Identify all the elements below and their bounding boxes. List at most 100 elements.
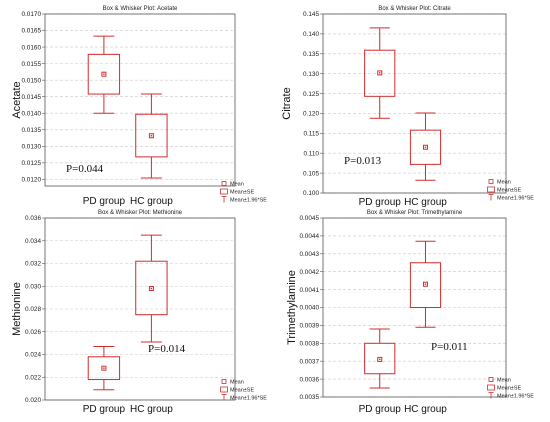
x-category-label: PD group [83, 404, 126, 415]
y-tick-label: 0.020 [25, 397, 41, 404]
y-tick-label: 0.0145 [21, 94, 41, 101]
y-tick-label: 0.0155 [21, 61, 41, 68]
x-category-label: PD group [83, 196, 126, 207]
legend-mean-icon [488, 377, 494, 382]
mean-marker-dot [150, 135, 153, 137]
y-tick-label: 0.0165 [21, 28, 41, 35]
y-tick-label: 0.026 [25, 329, 41, 336]
y-tick-label: 0.0040 [299, 305, 319, 312]
mean-marker-dot [103, 73, 105, 75]
y-tick-label: 0.0135 [21, 127, 41, 134]
legend-mean-label: Mean [497, 378, 511, 384]
legend-mean-label: Mean [230, 380, 244, 386]
p-value-annotation: P=0.011 [431, 341, 468, 353]
legend-se-icon [487, 384, 495, 391]
y-tick-label: 0.0036 [299, 376, 319, 383]
mean-marker-dot [379, 72, 381, 74]
se-box [409, 129, 442, 165]
y-tick-label: 0.0037 [299, 358, 319, 365]
x-category-label: PD group [359, 197, 402, 208]
y-tick-label: 0.0125 [21, 160, 41, 167]
plot-frame [44, 217, 236, 401]
plot-frame [44, 13, 236, 187]
y-tick-label: 0.145 [303, 11, 319, 18]
mean-marker-dot [424, 283, 427, 285]
y-tick-label: 0.0044 [299, 233, 319, 240]
mean-marker-dot [150, 287, 153, 290]
y-axis-label: Acetate [11, 81, 23, 118]
legend-se-icon [220, 386, 228, 393]
y-tick-label: 0.110 [303, 150, 319, 157]
p-value-annotation: P=0.044 [66, 163, 104, 175]
mean-marker-dot [379, 358, 381, 361]
y-tick-label: 0.0039 [299, 323, 319, 330]
se-box [135, 260, 168, 316]
legend-se-label: Mean±SE [230, 388, 254, 394]
legend-ci-label: Mean±1.96*SE [230, 198, 267, 204]
y-tick-label: 0.130 [303, 71, 319, 78]
legend-se-icon [487, 186, 495, 193]
y-tick-label: 0.120 [303, 111, 319, 118]
y-tick-label: 0.034 [25, 238, 41, 245]
legend-mean-icon [221, 379, 227, 384]
y-tick-label: 0.024 [25, 352, 41, 359]
se-box [135, 113, 168, 158]
y-tick-label: 0.135 [303, 51, 319, 58]
mean-marker-dot [103, 367, 105, 369]
plot-frame [322, 217, 507, 398]
y-tick-label: 0.036 [25, 215, 41, 222]
chart-title: Box & Whisker Plot: Citrate [378, 6, 451, 12]
p-value-annotation: P=0.014 [148, 343, 186, 355]
y-tick-label: 0.100 [303, 190, 319, 197]
y-tick-label: 0.022 [25, 374, 41, 381]
legend-mean-label: Mean [230, 182, 244, 188]
y-tick-label: 0.028 [25, 306, 41, 313]
se-box [364, 342, 396, 375]
mean-marker-dot [424, 146, 427, 148]
y-tick-label: 0.0035 [299, 394, 319, 401]
y-tick-label: 0.0042 [299, 269, 319, 276]
se-box [87, 53, 121, 95]
legend-ci-label: Mean±1.96*SE [497, 196, 534, 202]
y-tick-label: 0.115 [303, 131, 319, 138]
y-tick-label: 0.0140 [21, 110, 41, 117]
y-tick-label: 0.0041 [299, 287, 319, 294]
p-value-annotation: P=0.013 [344, 155, 382, 167]
legend-mean-icon [221, 181, 227, 186]
y-tick-label: 0.030 [25, 283, 41, 290]
x-category-label: HC group [130, 404, 173, 415]
y-tick-label: 0.0170 [21, 11, 41, 18]
legend-se-label: Mean±SE [497, 188, 521, 194]
plot-frame [322, 13, 507, 194]
chart-title: Box & Whisker Plot: Trimethylamine [367, 210, 463, 216]
y-tick-label: 0.140 [303, 31, 319, 38]
legend-se-icon [220, 188, 228, 195]
y-axis-label: Methionine [11, 282, 23, 336]
y-tick-label: 0.032 [25, 261, 41, 268]
chart-title: Box & Whisker Plot: Acetate [103, 6, 178, 12]
se-box [409, 262, 442, 308]
legend-se-label: Mean±SE [497, 386, 521, 392]
y-tick-label: 0.0045 [299, 215, 319, 222]
y-tick-label: 0.0120 [21, 177, 41, 184]
y-axis-label: Trimethylamine [286, 270, 298, 345]
x-category-label: HC group [404, 197, 447, 208]
y-tick-label: 0.0130 [21, 144, 41, 151]
y-axis-label: Citrate [281, 87, 293, 119]
x-category-label: HC group [130, 196, 173, 207]
y-tick-label: 0.125 [303, 91, 319, 98]
legend-se-label: Mean±SE [230, 190, 254, 196]
y-tick-label: 0.0043 [299, 251, 319, 258]
legend-ci-label: Mean±1.96*SE [497, 394, 534, 400]
y-tick-label: 0.0038 [299, 341, 319, 348]
legend-ci-label: Mean±1.96*SE [230, 396, 267, 402]
y-tick-label: 0.0160 [21, 44, 41, 51]
se-box [364, 49, 396, 97]
y-tick-label: 0.105 [303, 170, 319, 177]
se-box [87, 356, 121, 381]
legend-mean-icon [488, 179, 494, 184]
legend-mean-label: Mean [497, 180, 511, 186]
x-category-label: HC group [404, 404, 447, 415]
chart-title: Box & Whisker Plot: Methionine [98, 210, 183, 216]
